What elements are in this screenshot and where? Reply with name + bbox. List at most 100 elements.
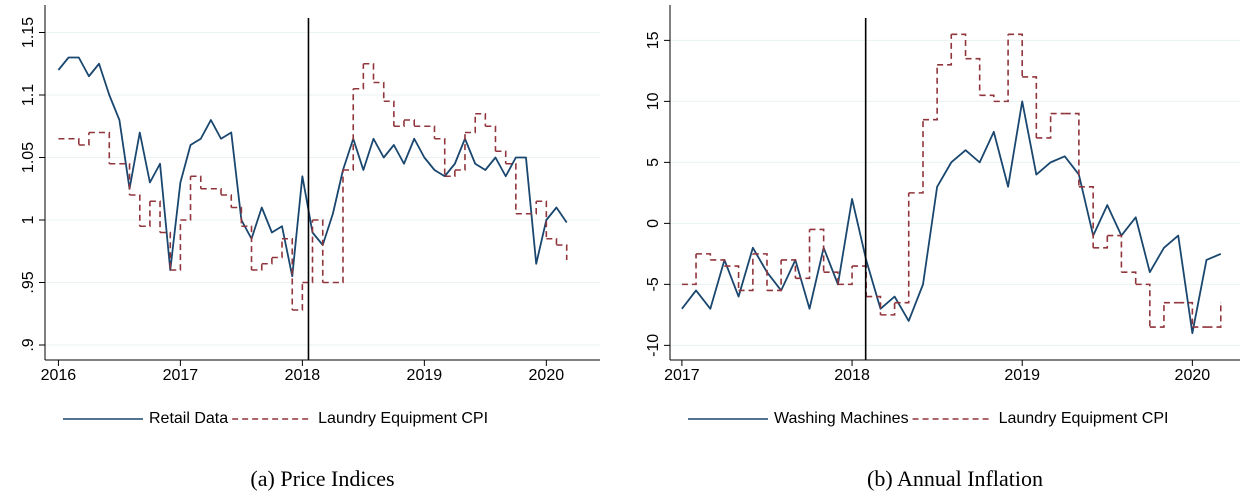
y-tick-label: 1.15	[20, 17, 37, 48]
step-segment	[485, 125, 497, 152]
legend-label: Laundry Equipment CPI	[999, 410, 1169, 427]
y-tick-label: -5	[645, 277, 662, 291]
step-segment	[1008, 33, 1024, 77]
step-segment	[119, 162, 131, 195]
y-tick-label: .9	[20, 338, 37, 351]
step-segment	[1135, 283, 1151, 328]
step-segment	[180, 176, 192, 221]
y-tick-label: 15	[645, 31, 662, 49]
x-tick-label: 2016	[41, 367, 77, 384]
step-segment	[837, 266, 853, 286]
y-tick-label: 10	[645, 92, 662, 110]
step-segment	[231, 206, 243, 227]
step-segment	[979, 94, 995, 102]
y-tick-label: 1.05	[20, 142, 37, 173]
step-segment	[738, 253, 754, 292]
x-tick-label: 2020	[1175, 367, 1211, 384]
x-tick-label: 2019	[407, 367, 443, 384]
step-segment	[373, 81, 385, 102]
step-segment	[937, 34, 953, 66]
legend-label: Washing Machines	[774, 410, 909, 427]
caption: (b) Annual Inflation	[867, 466, 1043, 491]
step-segment	[1022, 76, 1038, 138]
step-segment	[546, 237, 558, 245]
step-segment	[908, 119, 924, 194]
step-segment	[139, 201, 151, 228]
y-tick-label: 0	[645, 219, 662, 228]
step-segment	[342, 88, 355, 171]
step-segment	[1121, 271, 1137, 285]
step-segment	[724, 265, 740, 291]
step-segment	[781, 259, 797, 279]
step-segment	[434, 137, 446, 177]
x-tick-label: 2019	[1004, 367, 1040, 384]
series-line	[57, 56, 568, 278]
step-segment	[1149, 302, 1165, 328]
step-segment	[444, 170, 456, 178]
step-segment	[363, 62, 375, 83]
x-tick-label: 2017	[664, 367, 700, 384]
step-segment	[823, 271, 839, 285]
step-segment	[1078, 185, 1094, 248]
y-tick-label: -10	[645, 334, 662, 357]
step-segment	[160, 231, 172, 270]
step-segment	[170, 220, 182, 271]
step-segment	[696, 253, 712, 260]
step-segment	[353, 63, 365, 90]
legend-label: Retail Data	[149, 410, 228, 427]
step-segment	[880, 302, 896, 316]
step-segment	[495, 150, 507, 164]
x-tick-label: 2020	[529, 367, 565, 384]
step-segment	[1206, 302, 1222, 328]
step-segment	[383, 100, 395, 127]
step-segment	[894, 192, 910, 304]
step-segment	[951, 33, 967, 59]
y-tick-label: 5	[645, 158, 662, 167]
step-segment	[766, 259, 782, 292]
step-segment	[536, 200, 548, 239]
step-segment	[99, 131, 111, 164]
step-segment	[210, 187, 222, 195]
step-segment	[1178, 301, 1194, 328]
legend-label: Laundry Equipment CPI	[318, 410, 488, 427]
y-tick-label: 1.1	[20, 84, 37, 106]
step-segment	[261, 257, 273, 265]
step-segment	[1036, 113, 1052, 139]
step-segment	[993, 34, 1009, 103]
step-segment	[68, 137, 80, 145]
step-segment	[190, 175, 202, 189]
step-segment	[221, 194, 233, 208]
step-segment	[1107, 234, 1123, 273]
step-segment	[852, 265, 867, 297]
step-segment	[866, 295, 882, 315]
step-segment	[403, 119, 416, 127]
step-segment	[809, 228, 825, 273]
x-tick-label: 2018	[834, 367, 870, 384]
step-segment	[292, 282, 304, 311]
step-segment	[332, 170, 344, 284]
step-segment	[149, 200, 161, 233]
x-tick-label: 2017	[163, 367, 199, 384]
step-segment	[271, 238, 283, 259]
step-segment	[505, 162, 517, 214]
step-segment	[251, 263, 263, 271]
step-segment	[1064, 112, 1080, 187]
step-segment	[241, 225, 253, 270]
step-segment	[282, 237, 294, 310]
step-segment	[923, 64, 938, 121]
step-segment	[965, 57, 981, 96]
step-segment	[312, 219, 324, 283]
step-segment	[464, 113, 477, 134]
step-segment	[424, 125, 436, 139]
series-line	[681, 100, 1222, 335]
step-segment	[1093, 235, 1109, 249]
step-segment	[129, 194, 141, 227]
y-tick-label: 1	[20, 215, 37, 224]
step-segment	[752, 253, 768, 291]
step-segment	[475, 112, 487, 127]
step-segment	[556, 244, 568, 260]
caption: (a) Price Indices	[250, 466, 394, 491]
x-tick-label: 2018	[285, 367, 321, 384]
step-segment	[393, 120, 405, 128]
